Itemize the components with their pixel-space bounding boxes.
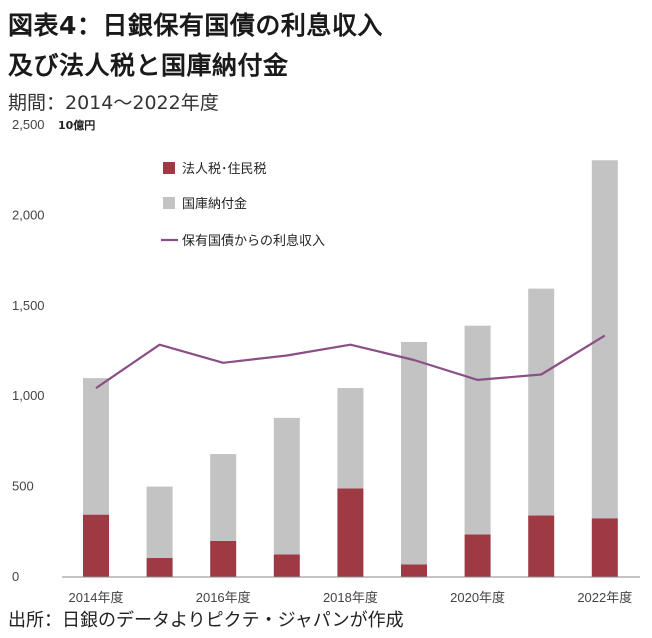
treasury-payment-bar-2015年度 <box>146 486 173 559</box>
tax-bar-2018年度 <box>337 488 364 577</box>
legend-label: 保有国債からの利息収入 <box>182 233 325 249</box>
x-tick-label: 2020年度 <box>450 590 505 605</box>
chart-period: 期間：2014～2022年度 <box>8 92 219 114</box>
legend-label: 法人税･住民税 <box>182 162 267 177</box>
tax-bar-2019年度 <box>401 564 427 577</box>
y-tick-label: 1,500 <box>12 298 45 313</box>
treasury-payment-bar-2019年度 <box>401 341 427 565</box>
x-tick-label: 2014年度 <box>69 590 124 605</box>
legend-swatch <box>163 197 175 209</box>
y-tick-label: 500 <box>12 479 34 494</box>
tax-bar-2016年度 <box>210 540 237 577</box>
treasury-payment-bar-2014年度 <box>83 378 109 515</box>
y-tick-label: 2,500 <box>12 117 45 132</box>
bars <box>83 160 618 577</box>
y-unit-label: 10億円 <box>58 118 95 132</box>
chart-title-line2: 及び法人税と国庫納付金 <box>8 51 289 80</box>
y-tick-label: 1,000 <box>12 388 45 403</box>
treasury-payment-bar-2022年度 <box>591 160 618 519</box>
tax-bar-2014年度 <box>83 514 109 577</box>
treasury-payment-bar-2020年度 <box>464 325 491 535</box>
tax-bar-2015年度 <box>146 558 173 577</box>
tax-bar-2017年度 <box>273 554 300 577</box>
legend-swatch <box>163 162 175 174</box>
x-tick-label: 2018年度 <box>323 590 378 605</box>
treasury-payment-bar-2018年度 <box>337 388 364 489</box>
x-tick-label: 2022年度 <box>577 590 632 605</box>
x-axis: 2014年度 2016年度 2018年度 2020年度 2022年度 <box>62 576 640 605</box>
treasury-payment-bar-2016年度 <box>210 454 237 541</box>
tax-bar-2022年度 <box>591 518 618 577</box>
y-tick-label: 2,000 <box>12 207 45 222</box>
source-note: 出所：日銀のデータよりピクテ・ジャパンが作成 <box>8 610 404 631</box>
treasury-payment-bar-2017年度 <box>273 417 300 555</box>
treasury-payment-bar-2021年度 <box>528 288 555 516</box>
chart-title-line1: 図表4：日銀保有国債の利息収入 <box>8 11 383 40</box>
x-tick-label: 2016年度 <box>196 590 251 605</box>
legend-label: 国庫納付金 <box>182 196 247 212</box>
y-tick-label: 0 <box>12 569 19 584</box>
y-axis: 0 500 1,000 1,500 2,000 2,500 10億円 <box>12 117 95 584</box>
interest-income-line <box>95 334 606 390</box>
tax-bar-2020年度 <box>464 534 491 577</box>
tax-bar-2021年度 <box>528 515 555 577</box>
